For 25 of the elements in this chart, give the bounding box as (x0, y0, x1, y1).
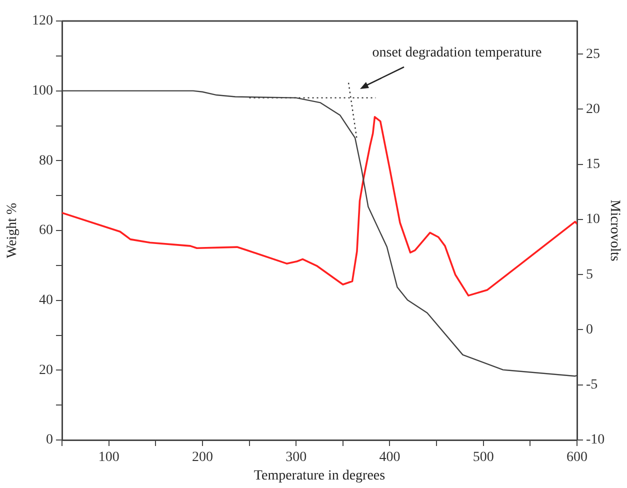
y2-tick-label: -5 (586, 378, 598, 393)
y-tick-label: 60 (39, 223, 53, 238)
y2-tick-label: 5 (586, 267, 593, 282)
y2-tick-label: 25 (586, 46, 600, 62)
y-tick-label: 20 (39, 362, 53, 378)
y-tick-label: 40 (39, 293, 53, 308)
annotation: onset degradation temperature (372, 46, 542, 61)
x-tick-label: 600 (566, 450, 588, 466)
y2-tick-label: 10 (586, 212, 600, 228)
x-tick-label: 200 (192, 450, 213, 466)
x-axis-title: Temperature in degrees (254, 468, 386, 484)
x-tick-label: 500 (472, 450, 494, 466)
y-tick-label: 80 (39, 153, 53, 168)
y2-tick-label: 0 (586, 322, 593, 338)
y2-tick-label: 15 (586, 157, 600, 172)
y2-tick-label: -10 (586, 432, 605, 448)
x-tick-label: 100 (98, 450, 120, 466)
x-tick-label: 400 (379, 450, 400, 466)
y-tick-label: 0 (46, 432, 53, 448)
y-tick-label: 120 (32, 14, 53, 29)
y2-axis-title: Microvolts (606, 200, 622, 262)
y-axis-title: Weight % (5, 202, 20, 258)
x-tick-label: 300 (286, 450, 307, 466)
y2-tick-label: 20 (586, 102, 600, 117)
y-tick-label: 100 (32, 84, 53, 99)
